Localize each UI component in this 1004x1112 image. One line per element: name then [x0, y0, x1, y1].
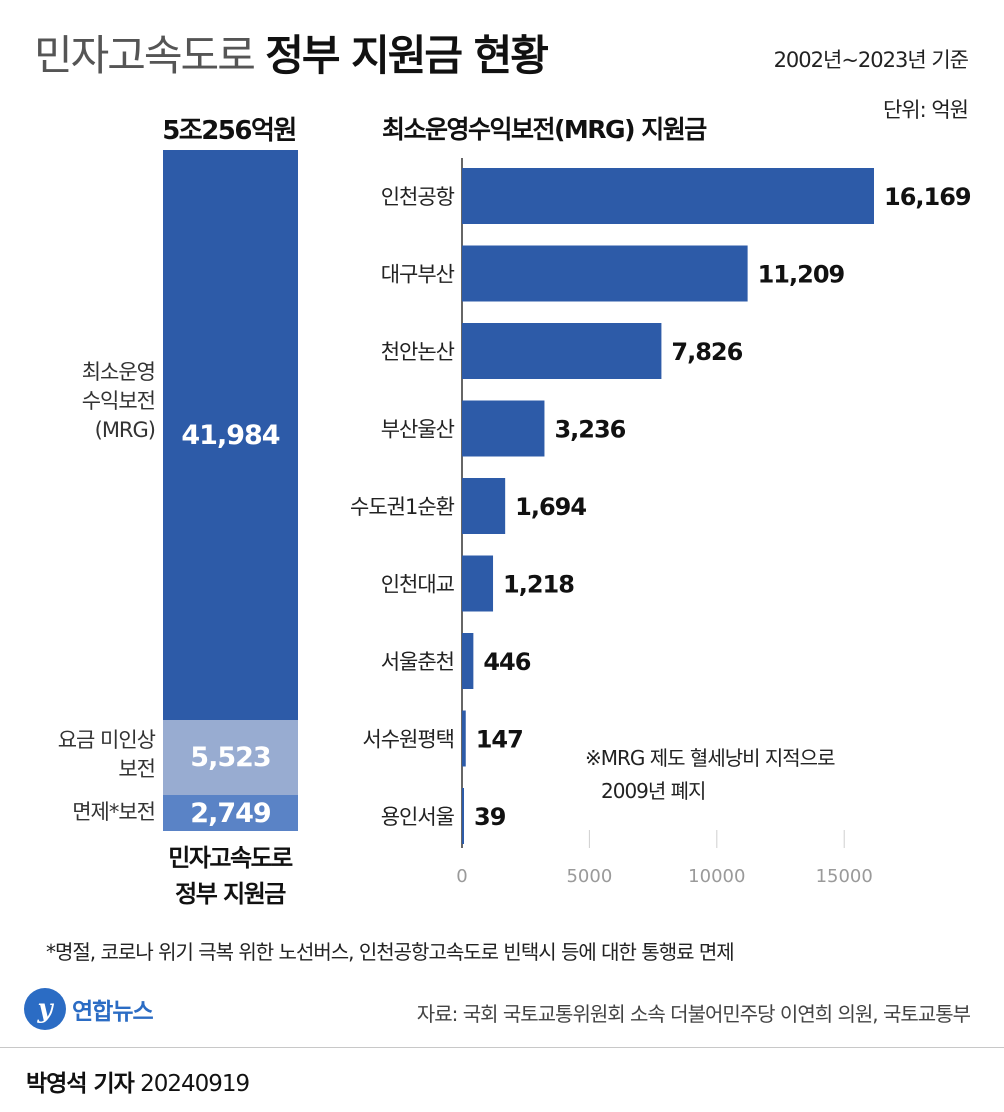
bar-1 [462, 168, 874, 224]
stack-segment-exempt: 2,749 [163, 795, 298, 831]
bar-8 [462, 710, 466, 767]
source-label: 자료: 국회 국토교통위원회 소속 더불어민주당 이연희 의원, 국토교통부 [416, 1002, 971, 1026]
value-label: 147 [476, 726, 523, 754]
value-label: 11,209 [758, 261, 845, 289]
bar-9 [462, 788, 464, 844]
value-label: 1,694 [515, 493, 586, 521]
byline: 박영석 기자 20240919 [26, 1064, 250, 1098]
stack-label-exempt-line: 면제*보전 [72, 800, 156, 824]
page-title: 민자고속도로 정부 지원금 현황 [34, 22, 549, 83]
category-label: 대구부산 [381, 263, 455, 287]
stack-label-mrg-line: (MRG) [94, 418, 156, 442]
stack-label-mrg-line: 수익보전 [81, 389, 156, 413]
yonhap-logo: y 연합뉴스 [24, 988, 154, 1030]
stack-segment-mrg: 41,984 [163, 150, 298, 720]
bar-2 [462, 245, 748, 302]
title-bold: 정부 지원금 현황 [265, 31, 549, 80]
category-label: 용인서울 [381, 805, 455, 829]
value-label: 3,236 [554, 416, 625, 444]
category-label: 수도권1순환 [350, 495, 455, 519]
x-tick-label: 10000 [688, 866, 745, 887]
category-label: 천안논산 [381, 340, 455, 364]
bar-3 [462, 323, 662, 379]
footer-divider [0, 1047, 1004, 1048]
value-label: 39 [474, 803, 506, 831]
value-label: 7,826 [671, 338, 742, 366]
mrg-bar-chart: 0 5000 10000 15000 인천공항 16,169 대구부산 11,209 천안논산 7… [350, 158, 972, 887]
stack-caption: 민자고속도로 정부 지원금 [140, 840, 320, 912]
footnote: *명절, 코로나 위기 극복 위한 노선버스, 인천공항고속도로 빈택시 등에 … [46, 940, 735, 964]
stack-label-exempt: 면제*보전 [72, 798, 156, 827]
title-light: 민자고속도로 [34, 31, 256, 80]
stack-value-mrg: 41,984 [181, 419, 280, 451]
reporter-name: 박영석 기자 [26, 1071, 135, 1097]
bar-4 [462, 400, 545, 457]
value-label: 16,169 [884, 183, 971, 211]
publish-date: 20240919 [140, 1071, 250, 1097]
logo-text: 연합뉴스 [72, 999, 154, 1025]
stack-caption-line: 민자고속도로 [168, 844, 293, 872]
unit-label: 단위: 억원 [882, 98, 969, 122]
category-label: 인천대교 [381, 573, 455, 597]
chart-note: ※MRG 제도 혈세낭비 지적으로 2009년 폐지 [585, 742, 835, 808]
category-label: 인천공항 [381, 185, 455, 209]
stack-value-exempt: 2,749 [190, 797, 271, 829]
stack-label-mrg-line: 최소운영 [81, 360, 156, 384]
chart-title: 최소운영수익보전(MRG) 지원금 [382, 115, 707, 144]
stack-label-toll: 요금 미인상 보전 [57, 726, 156, 784]
x-tick-label: 0 [456, 866, 467, 887]
stack-value-toll: 5,523 [190, 742, 271, 773]
stack-label-toll-line: 보전 [118, 757, 156, 781]
category-label: 서울춘천 [381, 650, 454, 674]
bar-6 [462, 555, 494, 612]
category-label: 서수원평택 [362, 728, 454, 752]
category-label: 부산울산 [381, 418, 455, 442]
bar-7 [462, 633, 474, 689]
yonhap-logo-icon: y [24, 988, 66, 1030]
chart-note-line: ※MRG 제도 혈세낭비 지적으로 [585, 746, 835, 770]
stack-label-mrg: 최소운영 수익보전 (MRG) [81, 358, 156, 445]
stack-caption-line: 정부 지원금 [175, 880, 286, 908]
total-label: 5조256억원 [162, 116, 297, 146]
stack-label-toll-line: 요금 미인상 [57, 728, 156, 752]
x-tick-label: 5000 [566, 866, 612, 887]
bar-5 [462, 478, 506, 534]
x-tick-label: 15000 [816, 866, 873, 887]
value-label: 1,218 [503, 571, 574, 599]
chart-note-line: 2009년 폐지 [601, 779, 706, 803]
stack-segment-toll: 5,523 [163, 720, 298, 795]
period-label: 2002년~2023년 기준 [773, 48, 969, 72]
value-label: 446 [483, 648, 530, 676]
